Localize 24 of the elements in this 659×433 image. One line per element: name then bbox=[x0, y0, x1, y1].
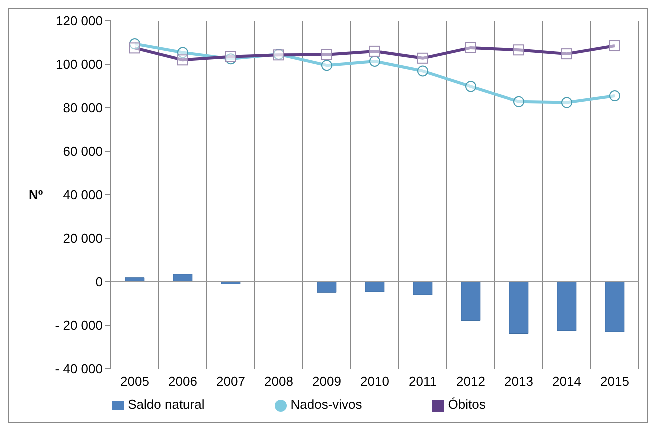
y-tick-label: - 20 000 bbox=[55, 318, 103, 334]
y-tick-label: 20 000 bbox=[63, 231, 103, 246]
y-axis-title: Nº bbox=[29, 188, 44, 203]
y-tick-label: - 40 000 bbox=[55, 362, 103, 377]
legend-label: Nados-vivos bbox=[290, 397, 362, 412]
x-tick-label: 2014 bbox=[552, 374, 582, 390]
y-tick-label: 100 000 bbox=[56, 57, 103, 72]
x-tick-label: 2012 bbox=[456, 374, 486, 390]
x-tick-label: 2006 bbox=[168, 374, 198, 390]
x-tick-label: 2007 bbox=[216, 374, 246, 390]
x-tick-label: 2013 bbox=[504, 374, 534, 390]
x-tick-label: 2010 bbox=[360, 374, 390, 390]
x-tick-label: 2005 bbox=[120, 374, 150, 390]
y-tick-label: 0 bbox=[96, 274, 103, 290]
x-tick-label: 2009 bbox=[312, 374, 342, 390]
x-tick-label: 2008 bbox=[264, 374, 294, 390]
y-tick-label: 40 000 bbox=[63, 188, 103, 203]
y-tick-label: 120 000 bbox=[56, 14, 103, 29]
legend-label: Saldo natural bbox=[128, 397, 205, 412]
y-tick-label: 80 000 bbox=[63, 100, 103, 116]
y-tick-label: 60 000 bbox=[63, 144, 103, 160]
legend-label: Óbitos bbox=[448, 397, 486, 412]
x-tick-label: 2015 bbox=[600, 374, 630, 390]
x-tick-label: 2011 bbox=[409, 374, 437, 390]
